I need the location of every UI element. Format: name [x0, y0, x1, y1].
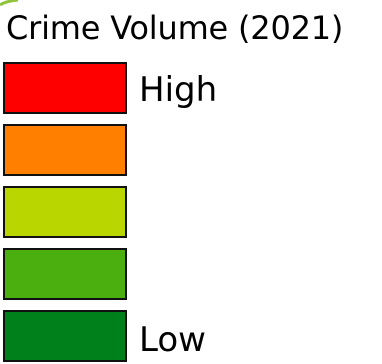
legend-swatch-high	[3, 62, 127, 114]
legend-title: Crime Volume (2021)	[6, 9, 344, 47]
legend-label-high: High	[139, 70, 218, 110]
legend-swatch-medium-high	[3, 124, 127, 176]
legend-swatch-medium	[3, 186, 127, 238]
map-edge-fragment	[0, 0, 19, 6]
legend-label-low: Low	[139, 320, 206, 360]
legend-swatch-low	[3, 310, 127, 362]
map-edge-path	[0, 0, 19, 6]
legend-swatch-medium-low	[3, 248, 127, 300]
